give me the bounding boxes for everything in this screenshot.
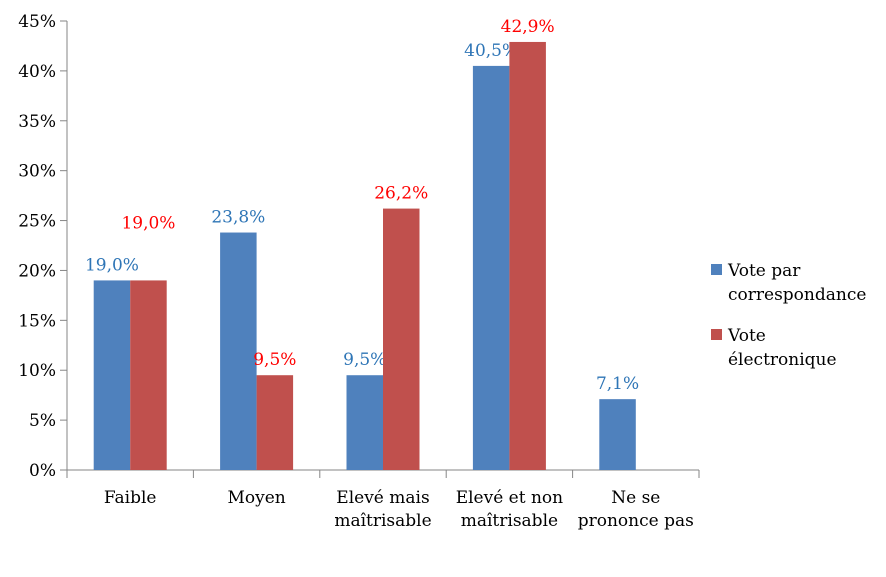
legend-label: Vote par <box>727 261 801 281</box>
y-tick-label: 0% <box>29 461 56 481</box>
legend-label: électronique <box>728 350 837 370</box>
legend-swatch <box>711 264 722 275</box>
y-tick-label: 20% <box>18 261 56 281</box>
data-label: 40,5% <box>464 41 518 61</box>
data-label: 9,5% <box>343 350 386 370</box>
y-tick-label: 45% <box>18 12 56 32</box>
x-tick-label: Ne se <box>611 488 660 508</box>
bar <box>93 280 131 470</box>
bar <box>256 375 294 470</box>
y-tick-label: 40% <box>18 62 56 82</box>
data-label: 7,1% <box>596 374 639 394</box>
data-label: 19,0% <box>121 213 175 233</box>
y-tick-label: 25% <box>18 212 56 232</box>
y-tick-label: 30% <box>18 162 56 182</box>
x-tick-label: Faible <box>104 488 157 508</box>
y-tick-label: 10% <box>18 361 56 381</box>
data-label: 26,2% <box>374 184 428 204</box>
y-tick-label: 15% <box>18 311 56 331</box>
data-label: 23,8% <box>211 208 265 228</box>
x-tick-label: maîtrisable <box>334 511 431 531</box>
y-tick-label: 5% <box>29 411 56 431</box>
y-tick-label: 35% <box>18 112 56 132</box>
legend-label: Vote <box>727 326 766 346</box>
x-tick-label: Elevé et non <box>456 488 563 508</box>
bar <box>509 41 546 470</box>
x-tick-label: prononce pas <box>578 511 694 531</box>
bar <box>472 65 510 471</box>
data-label: 9,5% <box>253 350 296 370</box>
bar <box>383 208 420 471</box>
legend-label: correspondance <box>728 285 866 305</box>
x-tick-label: Elevé mais <box>336 488 429 508</box>
bar <box>220 232 257 470</box>
bar <box>599 399 636 470</box>
x-tick-label: maîtrisable <box>461 511 558 531</box>
x-tick-label: Moyen <box>227 488 285 508</box>
legend-swatch <box>711 329 722 340</box>
bar <box>346 375 383 470</box>
bar <box>130 280 167 470</box>
data-label: 42,9% <box>501 17 555 37</box>
data-label: 19,0% <box>85 255 139 275</box>
